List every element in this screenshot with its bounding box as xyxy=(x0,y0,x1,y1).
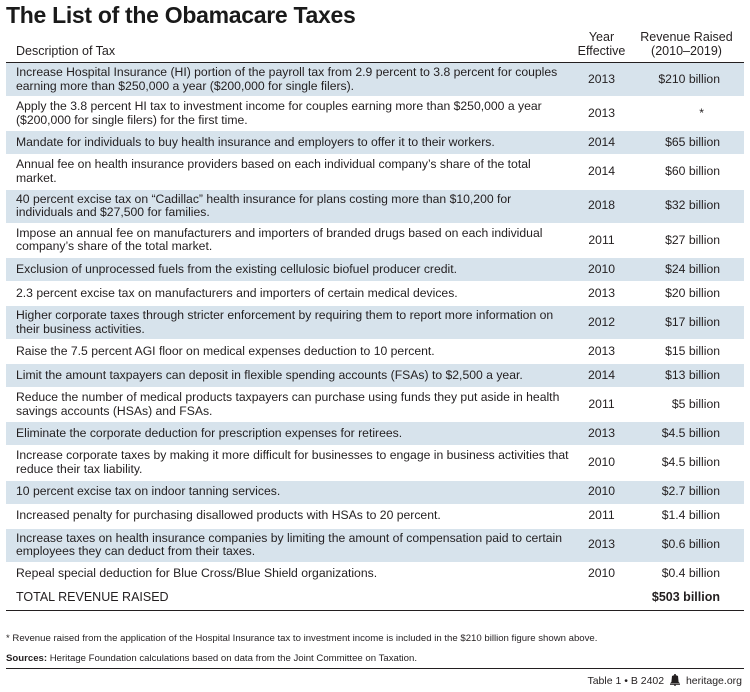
table-row: Annual fee on health insurance providers… xyxy=(6,155,744,190)
row-year: 2013 xyxy=(587,537,616,552)
footnote: * Revenue raised from the application of… xyxy=(6,633,598,644)
row-year: 2012 xyxy=(587,314,616,329)
header-revenue-line2: (2010–2019) xyxy=(651,44,722,58)
row-revenue: $17 billion xyxy=(665,314,720,329)
table-row: Eliminate the corporate deduction for pr… xyxy=(6,421,744,446)
header-revenue-line1: Revenue Raised xyxy=(640,30,733,44)
row-revenue: $60 billion xyxy=(665,164,720,179)
row-revenue: $27 billion xyxy=(665,232,720,247)
site-name: heritage.org xyxy=(685,675,742,687)
sources-label: Sources: xyxy=(6,653,48,664)
row-revenue: $2.7 billion xyxy=(661,484,720,499)
row-revenue: $20 billion xyxy=(665,285,720,300)
row-year: 2011 xyxy=(588,232,615,247)
header-year: Year Effective xyxy=(574,30,629,63)
table-row: 2.3 percent excise tax on manufacturers … xyxy=(6,281,744,306)
row-year: 2011 xyxy=(588,508,615,523)
row-description: Increase Hospital Insurance (HI) portion… xyxy=(16,65,558,93)
row-description: Reduce the number of medical products ta… xyxy=(16,390,560,418)
tax-table-container: Description of Tax Year Effective Revenu… xyxy=(6,30,744,611)
row-revenue: $0.6 billion xyxy=(661,537,720,552)
sources-text: Heritage Foundation calculations based o… xyxy=(47,653,417,664)
total-revenue: $503 billion xyxy=(651,590,720,605)
sources-note: Sources: Heritage Foundation calculation… xyxy=(6,653,744,664)
table-row: Increase corporate taxes by making it mo… xyxy=(6,446,744,480)
row-revenue: * xyxy=(699,105,704,120)
row-year: 2018 xyxy=(587,198,616,213)
row-revenue: $1.4 billion xyxy=(661,508,720,523)
row-revenue: $24 billion xyxy=(665,261,720,276)
table-reference: Table 1 • B 2402 xyxy=(587,675,665,687)
row-revenue: $4.5 billion xyxy=(661,426,720,441)
row-year: 2010 xyxy=(587,455,616,470)
table-row: Increased penalty for purchasing disallo… xyxy=(6,504,744,528)
header-revenue: Revenue Raised (2010–2019) xyxy=(629,30,744,63)
table-row: Increase taxes on health insurance compa… xyxy=(6,528,744,563)
row-description: Mandate for individuals to buy health in… xyxy=(16,135,495,150)
row-description: Limit the amount taxpayers can deposit i… xyxy=(16,367,523,382)
row-revenue: $13 billion xyxy=(665,367,720,382)
total-year-empty xyxy=(574,586,629,610)
row-description: 10 percent excise tax on indoor tanning … xyxy=(16,484,281,499)
table-row: Higher corporate taxes through stricter … xyxy=(6,305,744,340)
table-row: 10 percent excise tax on indoor tanning … xyxy=(6,480,744,504)
row-description: Increase taxes on health insurance compa… xyxy=(16,530,563,559)
liberty-bell-icon xyxy=(669,674,681,689)
total-label: TOTAL REVENUE RAISED xyxy=(16,590,169,605)
table-row: Exclusion of unprocessed fuels from the … xyxy=(6,257,744,282)
row-year: 2013 xyxy=(587,105,616,120)
row-revenue: $4.5 billion xyxy=(661,455,720,470)
table-row: Raise the 7.5 percent AGI floor on medic… xyxy=(6,340,744,364)
row-description: Raise the 7.5 percent AGI floor on medic… xyxy=(16,343,435,358)
row-description: 40 percent excise tax on “Cadillac” heal… xyxy=(16,191,512,220)
row-revenue: $32 billion xyxy=(665,198,720,213)
row-revenue: $5 billion xyxy=(671,396,720,411)
row-year: 2013 xyxy=(587,285,616,300)
table-row: Increase Hospital Insurance (HI) portion… xyxy=(6,62,744,97)
row-revenue: $210 billion xyxy=(658,71,720,86)
header-description: Description of Tax xyxy=(16,44,116,58)
table-row: 40 percent excise tax on “Cadillac” heal… xyxy=(6,189,744,224)
row-year: 2013 xyxy=(587,426,616,441)
row-revenue: $65 billion xyxy=(665,135,720,150)
row-description: Higher corporate taxes through stricter … xyxy=(16,307,554,336)
total-row: TOTAL REVENUE RAISED $503 billion xyxy=(6,586,744,611)
row-year: 2011 xyxy=(588,396,615,411)
row-year: 2013 xyxy=(587,343,616,358)
row-revenue: $0.4 billion xyxy=(661,566,720,581)
table-row: Limit the amount taxpayers can deposit i… xyxy=(6,363,744,388)
row-year: 2014 xyxy=(587,135,616,150)
row-year: 2013 xyxy=(587,71,616,86)
tax-table: Description of Tax Year Effective Revenu… xyxy=(6,30,744,611)
row-year: 2014 xyxy=(587,367,616,382)
footer-divider xyxy=(6,668,744,669)
row-description: Eliminate the corporate deduction for pr… xyxy=(16,426,403,441)
row-description: Increased penalty for purchasing disallo… xyxy=(16,508,441,523)
row-year: 2014 xyxy=(587,164,616,179)
table-row: Reduce the number of medical products ta… xyxy=(6,388,744,422)
table-row: Mandate for individuals to buy health in… xyxy=(6,130,744,155)
table-row: Apply the 3.8 percent HI tax to investme… xyxy=(6,97,744,131)
row-description: Annual fee on health insurance providers… xyxy=(16,157,531,185)
header-year-line1: Year xyxy=(588,30,615,44)
row-year: 2010 xyxy=(587,261,616,276)
row-revenue: $15 billion xyxy=(665,343,720,358)
row-description: Impose an annual fee on manufacturers an… xyxy=(16,225,543,254)
row-description: Repeal special deduction for Blue Cross/… xyxy=(16,566,378,581)
row-year: 2010 xyxy=(587,566,616,581)
table-row: Repeal special deduction for Blue Cross/… xyxy=(6,562,744,587)
row-description: Exclusion of unprocessed fuels from the … xyxy=(16,261,458,276)
page-title: The List of the Obamacare Taxes xyxy=(6,2,356,28)
footer: Table 1 • B 2402 heritage.org xyxy=(587,674,742,689)
row-description: 2.3 percent excise tax on manufacturers … xyxy=(16,285,458,300)
row-description: Increase corporate taxes by making it mo… xyxy=(16,448,569,476)
row-year: 2010 xyxy=(587,484,616,499)
row-description: Apply the 3.8 percent HI tax to investme… xyxy=(16,99,542,127)
table-header-row: Description of Tax Year Effective Revenu… xyxy=(6,30,744,63)
header-year-line2: Effective xyxy=(577,44,626,58)
table-row: Impose an annual fee on manufacturers an… xyxy=(6,223,744,258)
